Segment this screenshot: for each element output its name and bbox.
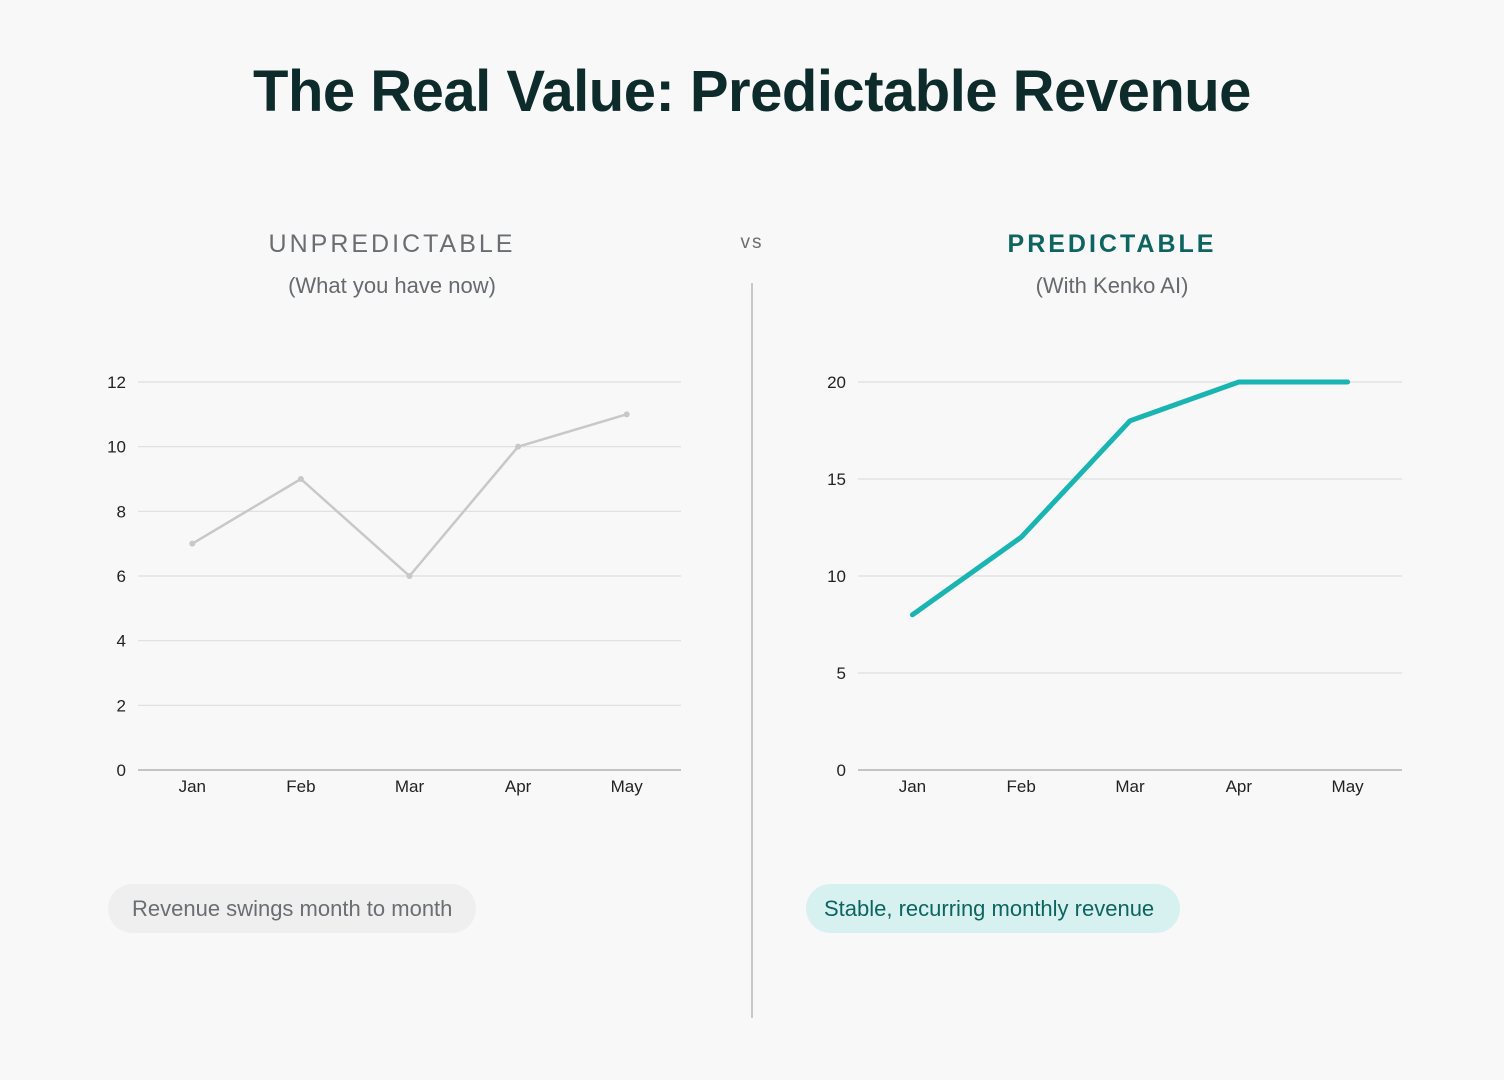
right-subtitle: (With Kenko AI)	[1035, 273, 1189, 298]
x-tick-label: Mar	[1115, 777, 1145, 796]
page-title: The Real Value: Predictable Revenue	[253, 59, 1251, 124]
x-tick-label: Jan	[899, 777, 926, 796]
data-point	[515, 443, 522, 450]
left-subtitle: (What you have now)	[288, 273, 496, 298]
left-label: UNPREDICTABLE	[268, 230, 516, 258]
y-tick-label: 6	[117, 567, 126, 586]
right-label: PREDICTABLE	[1007, 230, 1217, 258]
data-point	[623, 411, 630, 418]
left-caption-pill: Revenue swings month to month	[108, 884, 477, 933]
x-tick-label: Apr	[505, 777, 532, 796]
vs-label: vs	[740, 232, 764, 253]
y-tick-label: 0	[837, 761, 846, 780]
y-tick-label: 15	[827, 470, 846, 489]
y-tick-label: 8	[117, 502, 126, 521]
x-tick-label: May	[1332, 777, 1365, 796]
y-tick-label: 12	[107, 373, 126, 392]
data-point	[189, 540, 196, 547]
y-tick-label: 20	[827, 373, 846, 392]
data-point	[297, 476, 304, 482]
x-tick-label: May	[611, 777, 644, 796]
predictable-chart: 0 5 10 15 20 Jan Feb Mar Apr May	[827, 373, 1402, 796]
y-tick-label: 0	[117, 761, 126, 780]
y-tick-label: 2	[117, 696, 126, 715]
x-tick-label: Mar	[395, 777, 425, 796]
x-tick-label: Feb	[1007, 777, 1036, 796]
right-header: PREDICTABLE (With Kenko AI)	[862, 230, 1362, 299]
x-tick-label: Jan	[179, 777, 206, 796]
y-tick-label: 5	[837, 664, 846, 683]
x-tick-label: Apr	[1226, 777, 1253, 796]
data-point	[406, 573, 413, 579]
y-tick-label: 4	[117, 632, 126, 651]
series-line	[909, 379, 1351, 618]
x-tick-label: Feb	[286, 777, 315, 796]
unpredictable-chart: 0 2 4 6 8 10 12 Jan Feb Mar Apr May	[107, 373, 681, 796]
series-line	[191, 413, 628, 578]
y-tick-label: 10	[107, 438, 126, 457]
center-divider	[751, 283, 753, 1018]
y-tick-label: 10	[827, 567, 846, 586]
left-header: UNPREDICTABLE (What you have now)	[142, 230, 642, 299]
right-caption-pill: Stable, recurring monthly revenue	[806, 884, 1181, 933]
